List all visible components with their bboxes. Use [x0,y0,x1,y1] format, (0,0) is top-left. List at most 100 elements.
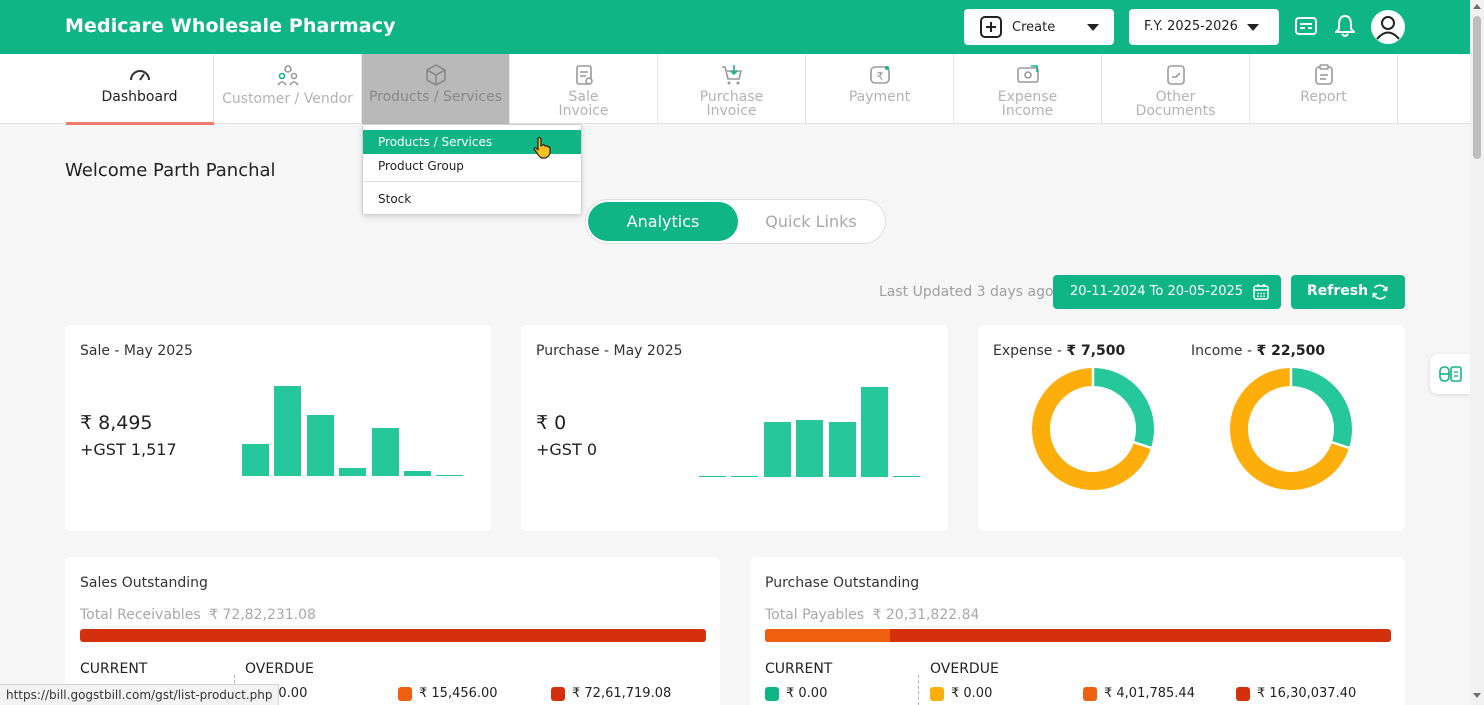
date-range-label: 20-11-2024 To 20-05-2025 [1070,284,1244,299]
chart-bar [828,421,856,477]
refresh-button[interactable]: Refresh [1291,275,1405,309]
divider [918,675,919,705]
payables-progress-bar [765,629,1391,642]
purchase-card-title: Purchase - May 2025 [536,343,683,359]
box-icon [426,64,446,86]
overdue-legend-2: ₹ 4,01,785.44 [1083,686,1195,701]
refresh-label: Refresh [1307,283,1369,299]
money-icon [1017,65,1039,83]
calendar-icon [1253,284,1269,300]
purchase-amount: ₹ 0 [536,412,567,434]
date-range-picker[interactable]: 20-11-2024 To 20-05-2025 [1053,275,1281,309]
chart-bar [371,428,399,476]
chart-bar [861,387,888,477]
chart-bar [404,471,431,476]
invoice-icon [576,65,593,85]
nav-other-documents[interactable]: Other Documents [1102,54,1250,124]
chart-bar [796,419,824,477]
expense-label: Expense - ₹ 7,500 [993,343,1126,359]
nav-label: Report [1300,89,1347,105]
nav-label: Sale Invoice [558,89,609,119]
nav-label: Expense Income [997,89,1058,119]
chart-bar [699,475,726,477]
sales-outstanding-title: Sales Outstanding [80,575,208,591]
overdue-label: OVERDUE [245,661,314,677]
nav-payment[interactable]: ₹ Payment [806,54,954,124]
create-button[interactable]: Create [964,9,1114,45]
view-toggle: Analytics Quick Links [585,199,886,244]
cart-icon [722,65,742,85]
id-card-icon[interactable] [1293,13,1319,39]
expense-income-card: Expense - ₹ 7,500 Income - ₹ 22,500 [978,325,1405,531]
chart-bar [339,468,367,476]
nav-report[interactable]: Report [1250,54,1398,124]
payables-mid-segment [765,629,890,642]
page-scrollbar[interactable] [1470,0,1484,705]
nav-label: Purchase Invoice [699,89,764,119]
clipboard-icon [1315,64,1333,85]
receivables-progress-bar [80,629,706,642]
financial-year-label: F.Y. 2025-2026 [1144,19,1238,34]
menu-item-product-group[interactable]: Product Group [378,159,464,173]
tab-analytics[interactable]: Analytics [588,202,738,241]
donut-separator [1132,440,1153,450]
overdue-legend-2: ₹ 15,456.00 [398,686,498,701]
welcome-text: Welcome Parth Panchal [65,160,276,181]
user-avatar-icon[interactable] [1371,10,1405,44]
current-label: CURRENT [765,661,833,677]
pill-bottle-icon [1439,366,1462,382]
last-updated-text: Last Updated 3 days ago [879,284,1054,300]
status-bar-url: https://bill.gogstbill.com/gst/list-prod… [0,684,280,705]
chart-bar [436,474,464,476]
chart-bar [242,444,269,476]
main-nav: Dashboard Customer / Vendor Products / S… [0,54,1470,125]
overdue-label: OVERDUE [930,661,999,677]
app-title: Medicare Wholesale Pharmacy [65,15,396,37]
income-donut-chart [1230,367,1352,490]
current-label: CURRENT [80,661,148,677]
side-panel-toggle[interactable] [1430,354,1470,394]
products-dropdown-menu: Products / Services Product Group Stock [362,124,582,215]
income-label: Income - ₹ 22,500 [1191,343,1326,359]
bell-icon[interactable] [1332,13,1358,39]
chart-bar [274,386,302,476]
current-legend: ₹ 0.00 [765,686,827,701]
chart-bar [306,415,334,476]
hand-cursor-icon [533,137,551,159]
sales-outstanding-card: Sales Outstanding Total Receivables ₹ 72… [65,557,720,705]
nav-sale-invoice[interactable]: Sale Invoice [510,54,658,124]
chart-bar [893,475,921,477]
overdue-legend-3: ₹ 16,30,037.40 [1236,686,1356,701]
scroll-up-arrow-icon[interactable] [1473,4,1481,9]
sale-gst: +GST 1,517 [80,440,177,459]
sale-card: Sale - May 2025 ₹ 8,495 +GST 1,517 [65,325,491,531]
nav-expense-income[interactable]: Expense Income [954,54,1102,124]
financial-year-select[interactable]: F.Y. 2025-2026 [1129,9,1279,45]
total-receivables: Total Receivables ₹ 72,82,231.08 [80,607,316,623]
chart-bar [731,475,759,477]
plus-icon [980,16,1002,38]
total-payables: Total Payables ₹ 20,31,822.84 [765,607,980,623]
nav-customer-vendor[interactable]: Customer / Vendor [214,54,362,124]
refresh-icon [1372,284,1388,300]
purchase-outstanding-title: Purchase Outstanding [765,575,920,591]
overdue-legend-1: ₹ 0.00 [930,686,992,701]
nav-dashboard[interactable]: Dashboard [66,54,214,125]
nav-label: Payment [848,89,911,105]
nav-purchase-invoice[interactable]: Purchase Invoice [658,54,806,124]
scroll-thumb[interactable] [1473,16,1481,159]
document-icon [1167,65,1185,85]
create-label: Create [1012,19,1056,35]
rupee-icon: ₹ [870,66,890,84]
nav-label: Products / Services [368,89,503,105]
tab-quick-links[interactable]: Quick Links [765,212,857,231]
svg-text:₹: ₹ [877,70,884,83]
overdue-legend-3: ₹ 72,61,719.08 [551,686,671,701]
purchase-card: Purchase - May 2025 ₹ 0 +GST 0 [521,325,948,531]
menu-item-stock[interactable]: Stock [378,192,412,206]
nav-label: Other Documents [1135,89,1216,119]
sale-amount: ₹ 8,495 [80,412,153,434]
nav-products-services[interactable]: Products / Services [362,54,510,124]
scroll-down-arrow-icon[interactable] [1473,693,1481,698]
donut-separator [1330,440,1351,450]
